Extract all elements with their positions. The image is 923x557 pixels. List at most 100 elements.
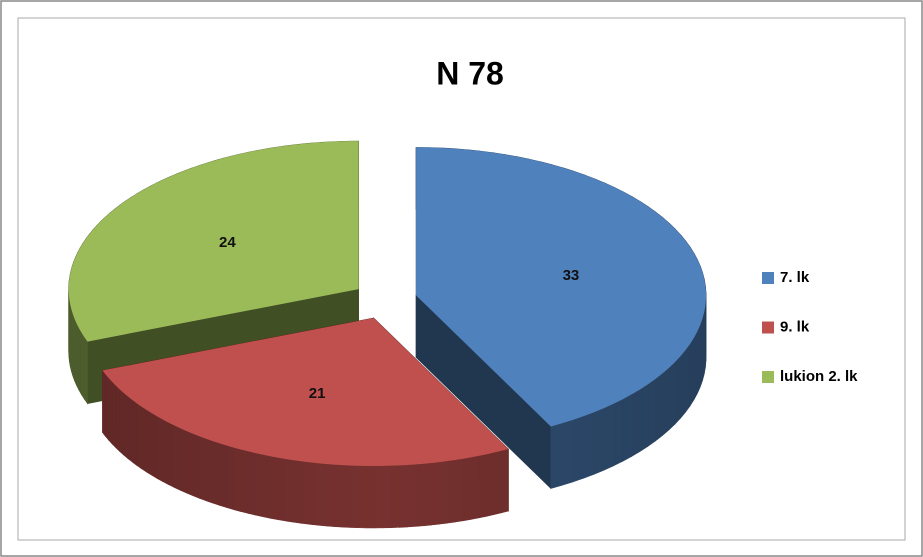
slice-side xyxy=(333,464,343,528)
legend-label: 7. lk xyxy=(780,269,810,286)
slice-side xyxy=(205,438,214,504)
slice-side xyxy=(219,442,227,508)
legend-label: 9. lk xyxy=(780,318,810,335)
slice-side xyxy=(399,464,408,528)
slice-side xyxy=(102,369,106,438)
slice-side xyxy=(462,457,472,522)
data-label: 24 xyxy=(219,234,236,251)
slice-side xyxy=(593,407,605,475)
slice-side xyxy=(325,463,335,527)
slice-side xyxy=(431,461,440,526)
slice-side xyxy=(78,326,82,396)
slice-side xyxy=(141,406,148,473)
slice-side xyxy=(655,372,663,442)
slice-side xyxy=(293,459,303,524)
slice-side xyxy=(407,464,416,528)
slice-side xyxy=(247,451,256,516)
slice-side xyxy=(699,318,703,388)
slice-side xyxy=(186,430,194,497)
slice-side xyxy=(180,427,187,494)
slice-side xyxy=(111,381,117,449)
slice-side xyxy=(583,411,595,479)
slice-side xyxy=(212,440,220,506)
slice-side xyxy=(132,399,138,467)
slice-side xyxy=(382,465,392,529)
slice-side xyxy=(689,336,695,408)
slice-side xyxy=(108,377,113,445)
slice-side xyxy=(301,461,311,525)
slice-side xyxy=(455,458,464,523)
legend-swatch xyxy=(762,272,774,284)
slice-side xyxy=(157,416,164,483)
slice-side xyxy=(317,462,327,527)
data-label: 33 xyxy=(563,267,580,284)
slice-side xyxy=(233,447,242,512)
slice-side xyxy=(162,419,169,486)
slice-side xyxy=(192,433,200,499)
slice-side xyxy=(500,448,509,514)
slice-side xyxy=(447,459,456,524)
slice xyxy=(416,147,707,427)
slice-side xyxy=(493,450,502,516)
slice-side xyxy=(639,383,649,453)
slice-side xyxy=(255,452,264,518)
slice-side xyxy=(439,460,448,525)
slice-side xyxy=(470,455,479,520)
slice-side xyxy=(262,454,272,519)
data-label: 21 xyxy=(309,385,326,402)
slice-side xyxy=(685,343,691,414)
slice-side xyxy=(478,453,487,519)
slice-side xyxy=(350,465,359,529)
slice-side xyxy=(668,361,676,431)
legend-label: lukion 2. lk xyxy=(780,368,858,385)
slice-side xyxy=(278,457,287,522)
slice-side xyxy=(662,367,670,437)
slice-side xyxy=(647,378,656,447)
legend-swatch xyxy=(762,371,774,383)
slice-side xyxy=(199,435,207,502)
slice-side xyxy=(146,409,153,476)
slice-side xyxy=(76,323,80,391)
slice-side xyxy=(115,384,120,453)
slice-side xyxy=(174,425,181,491)
slice-side xyxy=(674,355,681,425)
slice-side xyxy=(358,465,367,529)
slice-side xyxy=(697,324,701,394)
slice-side xyxy=(613,398,624,467)
slice-side xyxy=(485,452,495,517)
slice-side xyxy=(622,393,632,462)
slice-side xyxy=(366,465,376,529)
slice xyxy=(68,141,359,342)
slice-side xyxy=(390,465,400,528)
slice-side xyxy=(270,455,279,521)
slice-side xyxy=(603,403,614,471)
slice-side xyxy=(285,458,295,523)
slice-side xyxy=(693,331,698,400)
slice-side xyxy=(81,331,85,401)
slice-side xyxy=(415,463,424,527)
slice-side xyxy=(374,465,384,529)
slice-side xyxy=(123,392,129,460)
slice-side xyxy=(105,373,110,441)
slice-side xyxy=(136,402,143,470)
slice-side xyxy=(84,336,88,405)
slice-side xyxy=(423,462,432,527)
slice-side xyxy=(572,415,584,483)
slice xyxy=(102,317,509,466)
slice-side xyxy=(119,388,124,456)
slice-side xyxy=(309,462,319,526)
chart-title: N 78 xyxy=(436,55,504,91)
slice-side xyxy=(168,422,175,488)
slice-side xyxy=(240,449,249,514)
slice-side xyxy=(680,349,686,419)
slice-side xyxy=(151,412,158,480)
slice-side xyxy=(550,422,563,489)
slice-side xyxy=(341,464,351,528)
legend-swatch xyxy=(762,321,774,334)
slice-side xyxy=(74,318,77,386)
slice-side xyxy=(561,419,574,486)
slice-side xyxy=(226,445,235,510)
slice-side xyxy=(631,388,641,457)
